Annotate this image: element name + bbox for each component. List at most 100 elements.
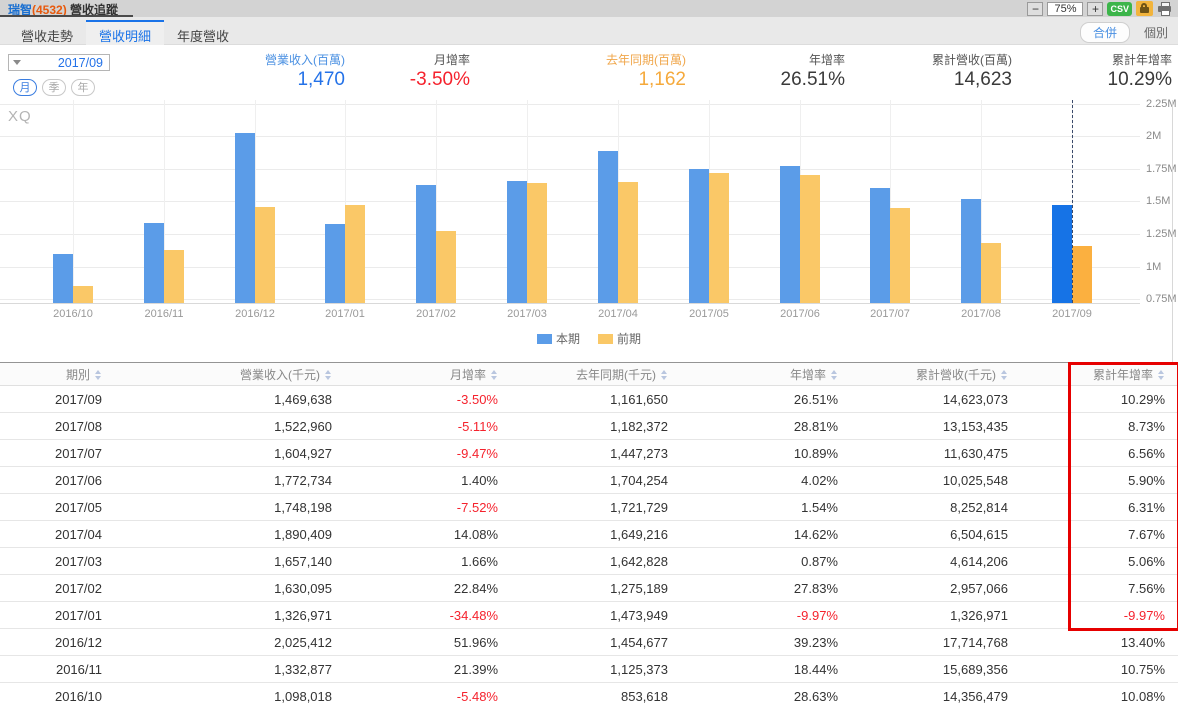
chevron-down-icon — [13, 60, 21, 65]
table-cell: 14,623,073 — [942, 391, 1008, 407]
title-underline — [0, 15, 133, 17]
column-header[interactable]: 營業收入(千元) — [115, 363, 345, 386]
legend-label: 前期 — [617, 332, 642, 346]
sort-icon[interactable] — [491, 369, 498, 380]
sort-icon[interactable] — [1001, 369, 1008, 380]
legend-item-current[interactable]: 本期 — [536, 330, 580, 347]
column-header[interactable]: 去年同期(千元) — [511, 363, 681, 386]
table-row[interactable]: 2016/10 1,098,018 -5.48% 853,618 28.63% 14,35… — [0, 682, 1178, 704]
column-header-label: 月增率 — [449, 367, 486, 382]
table-cell: 2016/12 — [55, 634, 102, 650]
tab-revenue-trend[interactable]: 營收走勢 — [21, 29, 74, 44]
table-cell: 6,504,615 — [950, 526, 1008, 542]
csv-export-button[interactable]: CSV — [1107, 1, 1132, 16]
table-cell: 17,714,768 — [942, 634, 1008, 650]
chart-legend: 本期 前期 — [0, 330, 1178, 347]
table-row[interactable]: 2017/07 1,604,927 -9.47% 1,447,273 10.89% 11,… — [0, 439, 1178, 467]
table-row[interactable]: 2017/06 1,772,734 1.40% 1,704,254 4.02% 10,02… — [0, 466, 1178, 494]
table-row[interactable]: 2017/09 1,469,638 -3.50% 1,161,650 26.51% 14,… — [0, 385, 1178, 413]
table-cell: 1,326,971 — [950, 607, 1008, 623]
metric-cumulative-yoy-growth: 累計年增率 10.29% — [992, 51, 1172, 91]
table-row[interactable]: 2017/02 1,630,095 22.84% 1,275,189 27.83% 2,9… — [0, 574, 1178, 602]
column-header[interactable]: 期別 — [0, 363, 115, 386]
table-cell: 5.90% — [1128, 472, 1165, 488]
sort-icon[interactable] — [325, 369, 332, 380]
table-row[interactable]: 2017/04 1,890,409 14.08% 1,649,216 14.62% 6,5… — [0, 520, 1178, 548]
bar-current — [235, 133, 255, 303]
column-header[interactable]: 累計營收(千元) — [851, 363, 1021, 386]
table-row[interactable]: 2016/11 1,332,877 21.39% 1,125,373 18.44% 15,… — [0, 655, 1178, 683]
table-row[interactable]: 2017/03 1,657,140 1.66% 1,642,828 0.87% 4,614… — [0, 547, 1178, 575]
bar-current — [870, 188, 890, 303]
tab-annual-revenue[interactable]: 年度營收 — [177, 29, 230, 44]
x-axis-line — [0, 303, 1140, 304]
y-axis-label: 2.25M — [1146, 98, 1177, 110]
metric-revenue: 營業收入(百萬) 1,470 — [165, 51, 345, 91]
vertical-gridline — [255, 100, 256, 303]
lock-icon[interactable] — [1136, 1, 1153, 16]
y-axis-label: 0.75M — [1146, 293, 1177, 305]
vertical-gridline — [164, 100, 165, 303]
zoom-out-button[interactable]: − — [1027, 1, 1044, 16]
x-axis-label: 2017/04 — [598, 308, 638, 320]
table-body: 2017/09 1,469,638 -3.50% 1,161,650 26.51% 14,… — [0, 385, 1178, 704]
mode-pill[interactable]: 季 — [42, 79, 66, 96]
table-cell: -9.97% — [796, 607, 838, 623]
bar-current — [507, 181, 527, 303]
table-cell: 10,025,548 — [942, 472, 1008, 488]
table-cell: 1,326,971 — [274, 607, 332, 623]
table-row[interactable]: 2017/05 1,748,198 -7.52% 1,721,729 1.54% 8,25… — [0, 493, 1178, 521]
highlight-dashed-line — [1072, 100, 1073, 303]
table-cell: -9.97% — [1123, 607, 1165, 623]
bar-previous — [164, 250, 184, 303]
mode-pill[interactable]: 年 — [71, 79, 95, 96]
bar-previous — [618, 182, 638, 303]
zoom-in-button[interactable]: + — [1087, 1, 1104, 16]
column-header-label: 年增率 — [789, 367, 826, 382]
table-row[interactable]: 2017/01 1,326,971 -34.48% 1,473,949 -9.97% 1,… — [0, 601, 1178, 629]
table-row[interactable]: 2017/08 1,522,960 -5.11% 1,182,372 28.81% 13,… — [0, 412, 1178, 440]
sort-icon[interactable] — [95, 369, 102, 380]
column-header-label: 期別 — [65, 367, 90, 382]
table-row[interactable]: 2016/12 2,025,412 51.96% 1,454,677 39.23% 17,… — [0, 628, 1178, 656]
revenue-bar-chart: XQ 0.75M 1M 1.25M 1.5M 1.75M 2M 2.25M 2016/10 20… — [0, 98, 1178, 362]
table-cell: 853,618 — [621, 688, 668, 704]
legend-item-previous[interactable]: 前期 — [598, 330, 641, 347]
column-header[interactable]: 月增率 — [345, 363, 511, 386]
individual-button[interactable]: 個別 — [1143, 26, 1168, 40]
bar-previous — [436, 231, 456, 303]
table-cell: -34.48% — [449, 607, 498, 623]
legend-label: 本期 — [555, 332, 580, 346]
mode-pill[interactable]: 月 — [13, 79, 37, 96]
column-header[interactable]: 年增率 — [681, 363, 851, 386]
sort-icon[interactable] — [831, 369, 838, 380]
period-dropdown[interactable]: 2017/09 — [8, 54, 110, 71]
gridline — [0, 299, 1140, 300]
sort-icon[interactable] — [661, 369, 668, 380]
table-cell: 13,153,435 — [942, 418, 1008, 434]
table-cell: 2017/03 — [55, 553, 102, 569]
gridline — [0, 169, 1140, 170]
x-axis-label: 2016/11 — [144, 308, 184, 320]
revenue-table: 期別 營業收入(千元) 月增率 去年同期(千元) 年增率 累計營收(千元) 累計年增率 20… — [0, 362, 1178, 704]
merged-button[interactable]: 合併 — [1079, 22, 1130, 43]
tab-revenue-detail[interactable]: 營收明細 — [86, 20, 165, 45]
sort-icon[interactable] — [1158, 369, 1165, 380]
column-header-label: 累計營收(千元) — [916, 367, 996, 382]
table-cell: 14.62% — [793, 526, 838, 542]
table-cell: 1,657,140 — [274, 553, 332, 569]
zoom-level: 75% — [1047, 1, 1084, 16]
table-cell: 1,642,828 — [610, 553, 668, 569]
table-cell: 1,454,677 — [610, 634, 668, 650]
bar-current — [1052, 205, 1072, 303]
bar-current — [416, 185, 436, 303]
table-cell: 2017/05 — [55, 499, 102, 515]
gridline — [0, 104, 1140, 105]
print-icon[interactable] — [1157, 1, 1173, 16]
table-cell: 1,098,018 — [274, 688, 332, 704]
metric-last-year-same-period: 去年同期(百萬) 1,162 — [506, 51, 686, 91]
column-header[interactable]: 累計年增率 — [1021, 363, 1178, 386]
bar-current — [144, 223, 164, 303]
column-header-label: 累計年增率 — [1092, 367, 1153, 382]
table-cell: 8.73% — [1128, 418, 1165, 434]
